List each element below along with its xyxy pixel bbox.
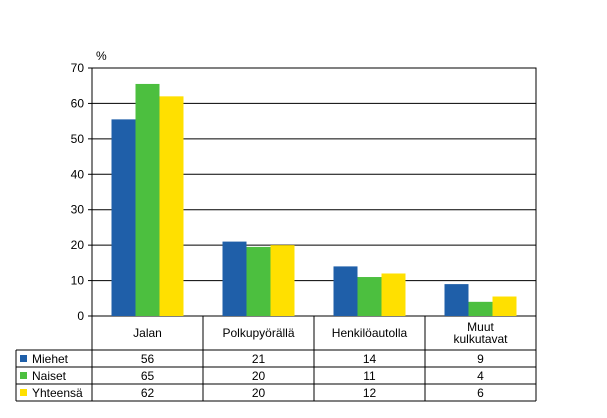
legend-label: Miehet	[32, 352, 69, 366]
y-tick-label: 10	[71, 274, 85, 288]
legend-swatch-miehet	[20, 355, 27, 362]
table-cell: 11	[363, 369, 376, 383]
y-axis-label: %	[96, 49, 107, 63]
table-cell: 14	[363, 352, 377, 366]
legend-label: Naiset	[32, 369, 67, 383]
bar-naiset-3	[468, 301, 493, 316]
table-cell: 65	[141, 369, 155, 383]
y-tick-label: 30	[71, 203, 85, 217]
y-tick-label: 0	[77, 309, 84, 323]
data-table: Jalan Polkupyörällä Henkilöautolla Muutkulk…	[15, 316, 537, 402]
category-label: Jalan	[133, 326, 162, 340]
category-label: kulkutavat	[453, 332, 508, 346]
legend-label: Yhteensä	[32, 386, 83, 400]
y-tick-label: 70	[71, 61, 85, 75]
table-cell: 20	[252, 369, 266, 383]
bars	[111, 83, 517, 316]
y-tick-label: 20	[71, 238, 85, 252]
table-cell: 56	[141, 352, 155, 366]
table-cell: 12	[363, 386, 377, 400]
bar-miehet-0	[111, 119, 136, 316]
bar-naiset-1	[246, 246, 271, 316]
table-cell: 4	[477, 369, 484, 383]
table-cell: 20	[252, 386, 266, 400]
bar-yhteensä-1	[270, 245, 295, 316]
y-axis-ticks: 0 10 20 30 40 50 60 70	[71, 61, 92, 323]
bar-miehet-1	[222, 241, 247, 316]
category-label: Muut	[467, 320, 494, 334]
table-cell: 21	[252, 352, 266, 366]
legend-swatch-yhteensä	[20, 389, 27, 396]
table-cell: 62	[141, 386, 155, 400]
bar-miehet-3	[444, 284, 469, 316]
y-tick-label: 50	[71, 132, 85, 146]
table-cell: 9	[477, 352, 484, 366]
bar-yhteensä-3	[492, 296, 517, 316]
y-tick-label: 60	[71, 96, 85, 110]
category-label: Polkupyörällä	[222, 326, 294, 340]
category-label: Henkilöautolla	[332, 326, 408, 340]
bar-yhteensä-2	[381, 273, 406, 316]
table-cell: 6	[477, 386, 484, 400]
bar-miehet-2	[333, 266, 358, 316]
legend-swatch-naiset	[20, 372, 27, 379]
bar-yhteensä-0	[159, 96, 184, 316]
bar-naiset-2	[357, 277, 382, 316]
y-tick-label: 40	[71, 167, 85, 181]
bar-naiset-0	[135, 83, 160, 316]
